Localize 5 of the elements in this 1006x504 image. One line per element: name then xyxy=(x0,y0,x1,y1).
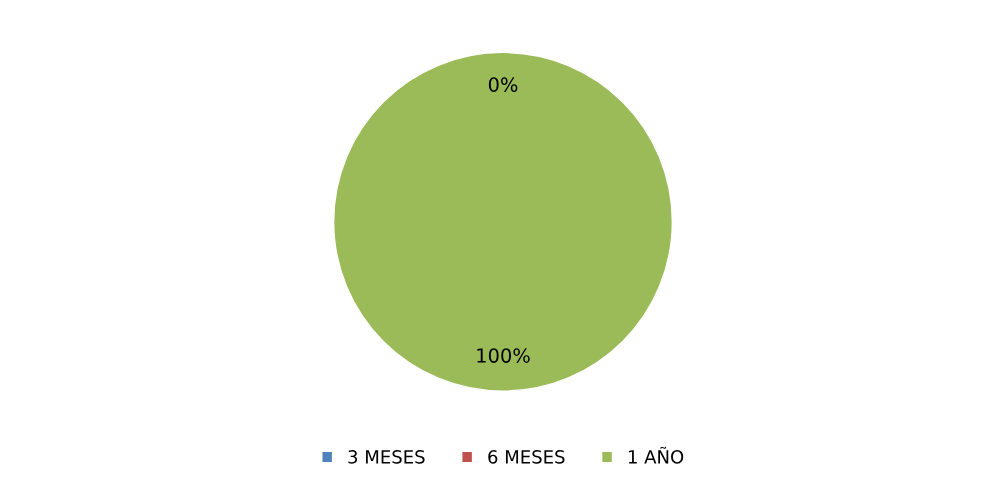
text: 0% xyxy=(488,77,518,92)
legend-label: 3 MESES xyxy=(348,450,425,464)
legend-label: 6 MESES xyxy=(488,450,565,464)
data-label: 100% xyxy=(477,348,530,363)
legend-label: 1 AÑO xyxy=(628,446,684,464)
